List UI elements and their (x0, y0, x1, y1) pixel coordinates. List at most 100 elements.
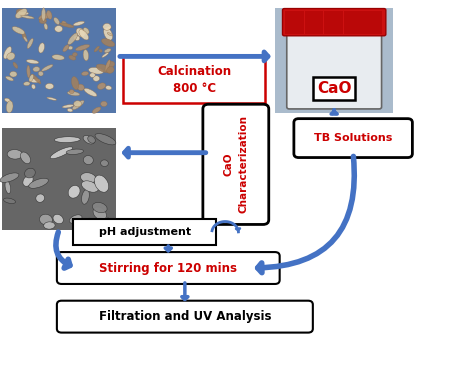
Ellipse shape (6, 101, 13, 113)
Ellipse shape (38, 71, 43, 76)
FancyBboxPatch shape (287, 29, 382, 109)
Ellipse shape (44, 23, 47, 30)
Text: Stirring for 120 mins: Stirring for 120 mins (99, 261, 237, 275)
Text: CaO: CaO (317, 81, 351, 96)
Ellipse shape (92, 107, 101, 113)
Ellipse shape (21, 15, 34, 19)
Ellipse shape (69, 89, 74, 94)
Ellipse shape (100, 160, 109, 166)
Ellipse shape (16, 9, 27, 18)
Ellipse shape (5, 181, 10, 194)
FancyBboxPatch shape (57, 301, 313, 333)
Ellipse shape (13, 62, 18, 68)
Text: TB Solutions: TB Solutions (314, 133, 392, 143)
Ellipse shape (29, 74, 34, 82)
Ellipse shape (23, 175, 33, 186)
Ellipse shape (12, 26, 25, 34)
Text: Filtration and UV Analysis: Filtration and UV Analysis (99, 310, 271, 323)
Ellipse shape (107, 61, 115, 67)
Ellipse shape (101, 39, 115, 47)
Ellipse shape (27, 39, 33, 49)
Ellipse shape (94, 46, 100, 52)
Ellipse shape (22, 32, 26, 40)
Ellipse shape (27, 60, 39, 64)
Ellipse shape (44, 222, 55, 229)
Ellipse shape (82, 189, 89, 204)
Ellipse shape (60, 23, 74, 28)
Ellipse shape (106, 86, 111, 90)
Ellipse shape (29, 178, 48, 188)
Ellipse shape (69, 215, 82, 223)
Ellipse shape (82, 181, 99, 192)
Ellipse shape (105, 60, 110, 71)
Bar (285, 11, 304, 34)
Ellipse shape (39, 18, 46, 23)
Text: CaO
Characterization: CaO Characterization (223, 116, 248, 213)
Ellipse shape (104, 49, 111, 53)
FancyBboxPatch shape (203, 104, 269, 224)
Ellipse shape (55, 26, 63, 32)
Bar (305, 11, 323, 34)
Ellipse shape (62, 105, 73, 108)
Ellipse shape (46, 11, 52, 19)
Ellipse shape (20, 152, 30, 164)
FancyBboxPatch shape (123, 56, 265, 103)
Ellipse shape (7, 53, 15, 60)
Ellipse shape (9, 71, 17, 77)
Ellipse shape (32, 74, 41, 84)
Ellipse shape (6, 76, 13, 81)
Ellipse shape (62, 21, 67, 26)
Ellipse shape (52, 55, 64, 60)
Ellipse shape (53, 214, 64, 224)
Ellipse shape (27, 65, 30, 78)
Bar (2, 8, 116, 113)
Ellipse shape (107, 67, 114, 73)
Ellipse shape (47, 97, 56, 100)
Ellipse shape (36, 194, 45, 202)
Ellipse shape (83, 156, 93, 165)
Ellipse shape (100, 101, 107, 107)
Ellipse shape (103, 23, 111, 30)
Ellipse shape (33, 67, 40, 72)
Ellipse shape (7, 149, 23, 159)
Ellipse shape (82, 72, 89, 75)
Ellipse shape (46, 83, 54, 89)
Ellipse shape (24, 37, 27, 42)
Ellipse shape (0, 173, 19, 182)
Ellipse shape (93, 207, 107, 220)
Ellipse shape (89, 67, 103, 74)
Ellipse shape (76, 28, 85, 37)
Ellipse shape (104, 28, 113, 40)
Ellipse shape (24, 82, 30, 86)
Ellipse shape (79, 30, 89, 40)
Ellipse shape (63, 45, 69, 52)
Ellipse shape (83, 135, 94, 144)
Ellipse shape (25, 168, 35, 178)
Ellipse shape (38, 43, 45, 53)
Ellipse shape (98, 83, 106, 89)
Ellipse shape (5, 98, 10, 102)
FancyBboxPatch shape (283, 9, 386, 36)
Ellipse shape (81, 173, 96, 183)
Ellipse shape (83, 28, 89, 34)
Ellipse shape (102, 53, 109, 58)
Ellipse shape (39, 13, 51, 20)
Ellipse shape (72, 100, 84, 110)
Ellipse shape (93, 76, 100, 81)
Ellipse shape (73, 21, 84, 26)
FancyBboxPatch shape (73, 219, 216, 245)
Ellipse shape (3, 198, 16, 203)
Ellipse shape (54, 18, 60, 25)
Ellipse shape (68, 33, 78, 45)
Bar (364, 11, 382, 34)
Ellipse shape (69, 55, 76, 60)
Text: pH adjustment: pH adjustment (99, 228, 191, 237)
Ellipse shape (50, 147, 73, 159)
Ellipse shape (68, 46, 73, 50)
Ellipse shape (4, 47, 11, 59)
FancyBboxPatch shape (57, 252, 280, 284)
Ellipse shape (32, 84, 36, 89)
Ellipse shape (90, 73, 95, 77)
Ellipse shape (67, 109, 73, 112)
Ellipse shape (83, 49, 89, 61)
